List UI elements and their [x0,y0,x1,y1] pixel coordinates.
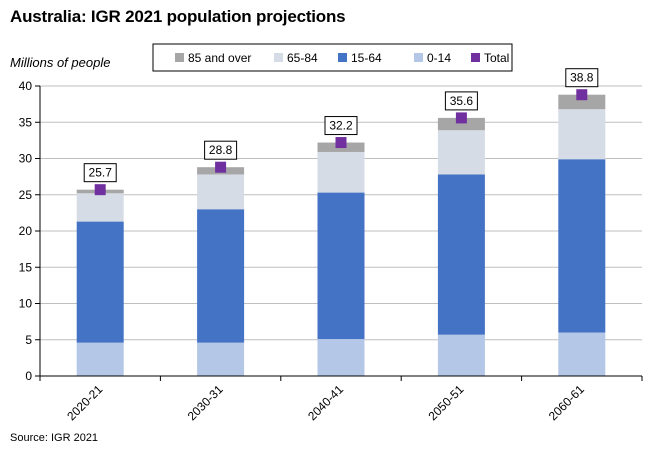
x-tick-label: 2050-51 [425,382,466,423]
legend: 85 and over 65-84 15-64 0-14 Total [152,43,513,72]
x-tick-label: 2040-41 [305,382,346,423]
bar-segment-65-84 [76,193,124,222]
y-tick-label: 15 [19,260,33,274]
total-label: 32.2 [329,119,353,133]
legend-swatch-0-14 [414,53,423,62]
bar-segment-15-64 [76,221,124,343]
bars [76,89,606,376]
legend-swatch-15-64 [338,53,347,62]
bar-segment-85-and-over [437,117,485,131]
bar-segment-0-14 [437,334,485,376]
bar-segment-65-84 [317,151,365,193]
bar-segment-0-14 [197,342,245,376]
y-tick-label: 40 [19,79,33,93]
total-label-box [444,91,478,111]
bar-segment-15-64 [317,192,365,340]
bar-segment-15-64 [558,159,606,333]
legend-label-total: Total [484,51,509,65]
legend-label-0-14: 0-14 [427,51,451,65]
bar-segment-0-14 [558,332,606,376]
x-tick-label: 2030-31 [185,382,226,423]
total-label: 35.6 [450,94,474,108]
legend-box [152,43,513,72]
y-tick-label: 30 [19,152,33,166]
total-label: 38.8 [570,71,594,85]
y-tick-label: 5 [25,333,32,347]
total-marker [455,112,467,124]
source-note: Source: IGR 2021 [10,432,99,444]
total-label: 25.7 [89,166,113,180]
total-marker [94,184,106,196]
legend-swatch-85-and-over [175,53,184,62]
y-tick-label: 0 [25,369,32,383]
y-tick-label: 35 [19,115,33,129]
y-tick-label: 20 [19,224,33,238]
bar-segment-65-84 [558,109,606,160]
legend-swatch-total [471,53,480,62]
total-label-box [324,116,358,136]
bar-segment-0-14 [76,342,124,376]
y-tick-label: 25 [19,188,33,202]
legend-label-85-and-over: 85 and over [188,51,251,65]
bar-segment-0-14 [317,339,365,376]
chart-title: Australia: IGR 2021 population projectio… [10,7,346,26]
x-tick-label: 2020-21 [64,382,105,423]
total-marker [215,161,227,173]
total-marker [576,89,588,101]
x-tick-label: 2060-61 [546,382,587,423]
total-label: 28.8 [209,143,233,157]
bar-segment-85-and-over [558,94,606,110]
total-label-box [204,140,238,160]
total-marker [335,137,347,149]
total-label-box [565,68,599,88]
y-tick-label: 10 [19,297,33,311]
legend-label-15-64: 15-64 [351,51,382,65]
bar-segment-15-64 [437,174,485,335]
bar-segment-65-84 [437,130,485,175]
bar-segment-15-64 [197,209,245,343]
y-axis-label: Millions of people [10,55,111,70]
bar-segment-65-84 [197,174,245,210]
total-labels: 25.7 28.8 32.2 35.6 38.8 [83,68,599,183]
legend-swatch-65-84 [274,53,283,62]
total-label-box [83,163,117,183]
legend-label-65-84: 65-84 [287,51,318,65]
